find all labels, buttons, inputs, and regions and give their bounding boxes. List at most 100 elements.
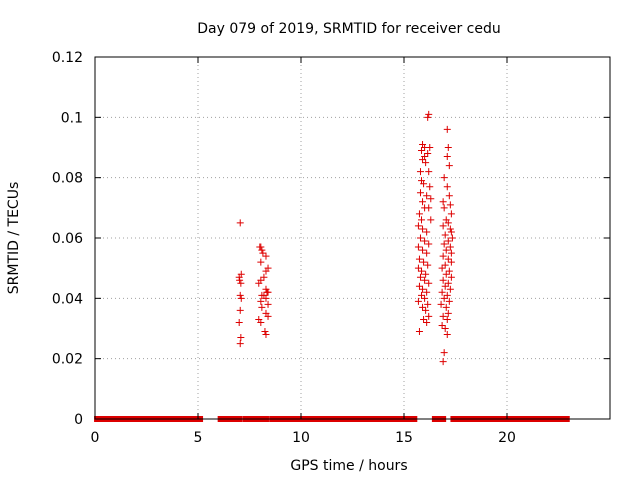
data-point (415, 255, 423, 263)
data-point (447, 210, 455, 218)
data-point (422, 159, 430, 167)
x-axis-ticks: 0 5 10 15 20 (91, 57, 516, 446)
data-point (237, 294, 245, 302)
data-point (419, 246, 427, 254)
data-point (415, 210, 423, 218)
data-point (425, 279, 433, 287)
data-point (447, 249, 455, 257)
data-point (443, 291, 451, 299)
data-point (262, 294, 270, 302)
data-point (424, 113, 432, 121)
data-point (418, 147, 426, 155)
data-point (418, 267, 426, 275)
data-point (236, 306, 244, 314)
data-point (414, 264, 422, 272)
grid-lines (95, 57, 610, 419)
data-point (260, 273, 268, 281)
data-point (424, 150, 432, 158)
data-point (447, 258, 455, 266)
data-point (437, 300, 445, 308)
chart-title: Day 079 of 2019, SRMTID for receiver ced… (197, 21, 500, 37)
data-point (440, 349, 448, 357)
data-point (257, 297, 265, 305)
data-point (444, 144, 452, 151)
x-tick-label: 20 (498, 430, 516, 446)
data-point (420, 180, 428, 188)
data-point (236, 340, 244, 348)
data-point (427, 195, 435, 203)
data-point (422, 306, 430, 314)
data-point (445, 297, 453, 305)
data-point (442, 246, 450, 254)
data-point (422, 270, 430, 278)
data-point (262, 252, 270, 260)
data-point (425, 312, 433, 320)
data-point (444, 279, 452, 287)
data-point (236, 276, 244, 284)
data-point (424, 261, 432, 269)
data-point (419, 156, 427, 164)
data-point (259, 249, 267, 257)
data-point (257, 258, 265, 266)
data-point (440, 294, 448, 302)
data-point (439, 198, 447, 206)
data-point (416, 234, 424, 242)
data-point (441, 325, 449, 332)
data-point (420, 315, 428, 323)
data-point (416, 273, 424, 281)
data-point (442, 303, 450, 311)
data-point (445, 162, 453, 170)
data-point (446, 201, 454, 209)
data-point (444, 255, 452, 263)
data-point (415, 328, 423, 336)
data-point (444, 237, 452, 245)
data-point (237, 334, 245, 342)
data-point (423, 228, 431, 236)
data-point (419, 303, 427, 311)
data-point (425, 204, 433, 212)
data-point (424, 300, 432, 308)
x-tick-label: 15 (395, 430, 413, 446)
data-point (418, 291, 426, 299)
data-point (440, 240, 448, 248)
data-point (419, 198, 427, 206)
data-point (262, 331, 270, 339)
data-point (445, 267, 453, 275)
data-point (441, 282, 449, 290)
x-axis-label: GPS time / hours (290, 458, 407, 474)
data-point (257, 243, 265, 251)
data-point (447, 273, 455, 281)
data-point (419, 225, 427, 233)
data-point (423, 318, 431, 326)
data-point (443, 315, 451, 323)
data-point (426, 183, 434, 191)
data-point (443, 183, 451, 191)
data-point (423, 192, 431, 200)
data-point (427, 216, 435, 224)
data-point (255, 279, 263, 287)
data-point (257, 318, 265, 326)
data-point (439, 222, 447, 230)
data-point (414, 297, 422, 305)
data-point (415, 282, 423, 290)
data-points (235, 110, 456, 366)
data-point (264, 288, 272, 296)
y-tick-label: 0.04 (52, 291, 83, 307)
data-point (440, 174, 448, 182)
data-point (447, 228, 455, 236)
data-point (425, 168, 433, 176)
data-point (237, 279, 245, 287)
data-point (444, 219, 452, 227)
y-tick-label: 0.12 (52, 50, 83, 66)
data-point (416, 189, 424, 197)
data-point (258, 291, 266, 299)
x-tick-label: 10 (292, 430, 310, 446)
data-point (440, 204, 448, 212)
data-point (261, 328, 269, 336)
data-point (446, 285, 454, 293)
data-point (235, 318, 243, 326)
data-point (444, 309, 452, 317)
data-point (414, 243, 422, 251)
data-point (264, 312, 272, 320)
